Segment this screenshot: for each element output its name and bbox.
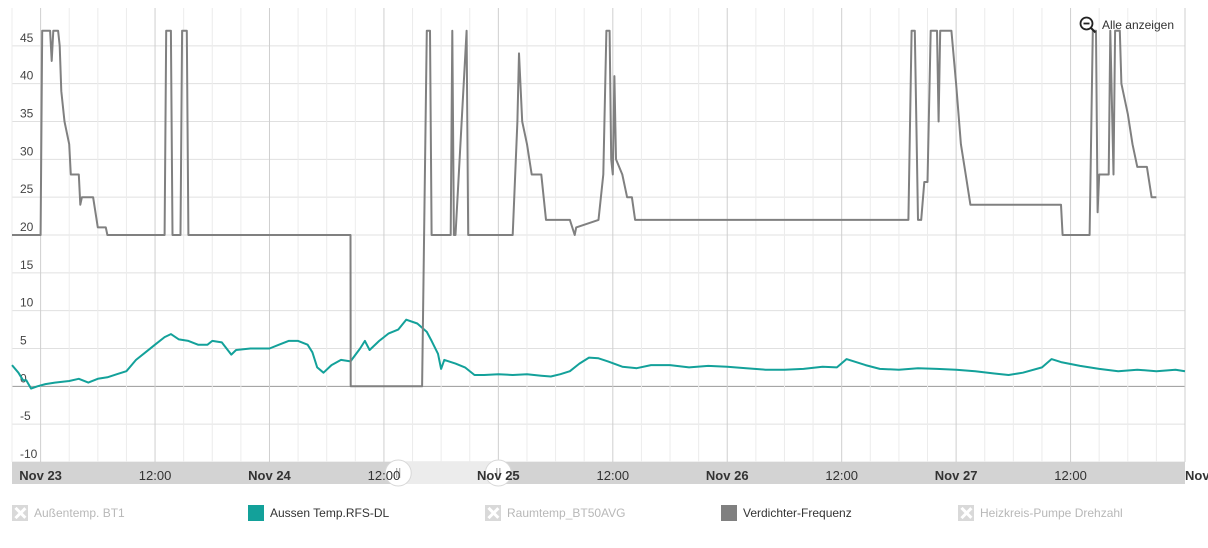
legend-label: Raumtemp_BT50AVG: [507, 506, 626, 520]
reset-zoom-label: Alle anzeigen: [1101, 18, 1174, 32]
y-tick-label: 0: [20, 371, 27, 385]
legend-item[interactable]: Raumtemp_BT50AVG: [485, 504, 626, 522]
y-tick-label: 40: [20, 69, 34, 83]
x-axis-tick-labels: Nov 23 12:00 Nov 24 12:00 Nov 25 12:00 Nov 26 1…: [19, 468, 1208, 483]
reset-zoom-button[interactable]: Alle anzeigen: [1079, 16, 1174, 34]
legend-item[interactable]: Aussen Temp.RFS-DL: [248, 504, 389, 522]
legend-item[interactable]: Verdichter-Frequenz: [721, 504, 852, 522]
navigator-left-handle[interactable]: [384, 459, 412, 487]
x-tick-label: 12:00: [139, 468, 172, 483]
series-layer: [11, 29, 1186, 390]
navigator-selection[interactable]: [398, 462, 499, 484]
navigator[interactable]: [12, 459, 1185, 487]
x-tick-label: Nov 24: [248, 468, 291, 483]
legend-hidden-x-icon: [12, 505, 28, 521]
x-tick-label: 12:00: [825, 468, 858, 483]
legend-color-swatch: [721, 505, 737, 521]
legend-item[interactable]: Heizkreis-Pumpe Drehzahl: [958, 504, 1123, 522]
y-axis-tick-labels: -10 -5 0 5 10 15 20 25 30 35 40 45: [20, 31, 38, 461]
y-tick-label: 5: [20, 334, 27, 348]
x-tick-label: Nov 23: [19, 468, 62, 483]
legend-label: Aussen Temp.RFS-DL: [270, 506, 390, 520]
y-tick-label: 25: [20, 182, 34, 196]
y-tick-label: 20: [20, 220, 34, 234]
legend-item[interactable]: Außentemp. BT1: [12, 504, 125, 522]
series-line-aussen-temp-rfs-dl[interactable]: [11, 318, 1186, 390]
legend: Außentemp. BT1 Aussen Temp.RFS-DL Raumtemp…: [0, 496, 1208, 530]
legend-label: Außentemp. BT1: [34, 506, 125, 520]
legend-label: Verdichter-Frequenz: [743, 506, 852, 520]
legend-label: Heizkreis-Pumpe Drehzahl: [980, 506, 1123, 520]
zoom-out-icon: [1079, 16, 1097, 34]
x-tick-label: Nov 27: [935, 468, 978, 483]
legend-hidden-x-icon: [958, 505, 974, 521]
y-tick-label: 35: [20, 107, 34, 121]
y-tick-label: -10: [20, 447, 38, 461]
x-tick-label: Nov: [1185, 468, 1208, 483]
x-tick-label: 12:00: [368, 468, 401, 483]
y-tick-label: -5: [20, 409, 31, 423]
x-tick-label: 12:00: [597, 468, 630, 483]
navigator-track[interactable]: [12, 462, 1185, 484]
x-tick-label: 12:00: [1054, 468, 1087, 483]
x-tick-label: Nov 25: [477, 468, 520, 483]
y-tick-label: 10: [20, 296, 34, 310]
legend-hidden-x-icon: [485, 505, 501, 521]
legend-color-swatch: [248, 505, 264, 521]
navigator-right-handle[interactable]: [484, 459, 512, 487]
x-tick-label: Nov 26: [706, 468, 749, 483]
series-line-verdichter-frequenz[interactable]: [12, 29, 1157, 388]
y-tick-label: 30: [20, 144, 34, 158]
y-tick-label: 15: [20, 258, 34, 272]
y-tick-label: 45: [20, 31, 34, 45]
